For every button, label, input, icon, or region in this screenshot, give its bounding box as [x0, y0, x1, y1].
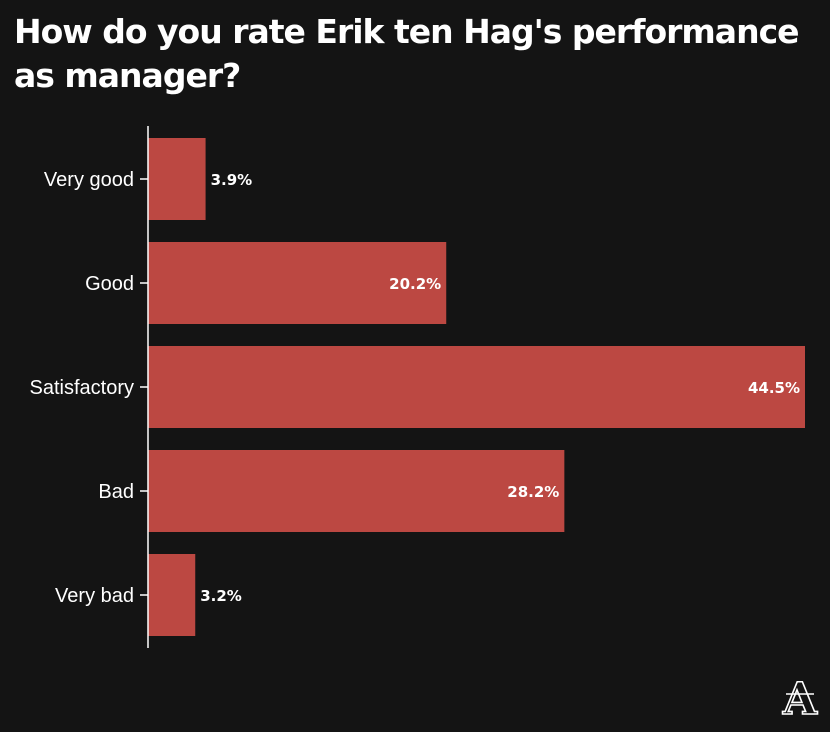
- bar-very-bad: [148, 554, 196, 636]
- bar-bad: [148, 450, 565, 532]
- bars-group: [148, 138, 805, 636]
- chart-title: How do you rate Erik ten Hag's performan…: [14, 12, 800, 95]
- logo-letter: A: [782, 676, 818, 720]
- category-label-good: Good: [85, 273, 134, 295]
- value-label-bad: 28.2%: [507, 483, 559, 501]
- bar-satisfactory: [148, 346, 805, 428]
- category-label-bad: Bad: [98, 481, 134, 503]
- category-label-satisfactory: Satisfactory: [30, 377, 134, 399]
- category-label-very-bad: Very bad: [55, 585, 134, 607]
- value-label-good: 20.2%: [389, 275, 441, 293]
- value-label-satisfactory: 44.5%: [748, 379, 800, 397]
- labels-group: Very good 3.9% Good 20.2% Satisfactory 44.5% B…: [30, 169, 800, 607]
- bar-good: [148, 242, 447, 324]
- value-label-very-good: 3.9%: [211, 171, 253, 189]
- the-athletic-logo-icon: A: [781, 676, 819, 720]
- ticks-group: [140, 178, 148, 596]
- bar-very-good: [148, 138, 206, 220]
- category-label-very-good: Very good: [44, 169, 134, 191]
- value-label-very-bad: 3.2%: [200, 587, 242, 605]
